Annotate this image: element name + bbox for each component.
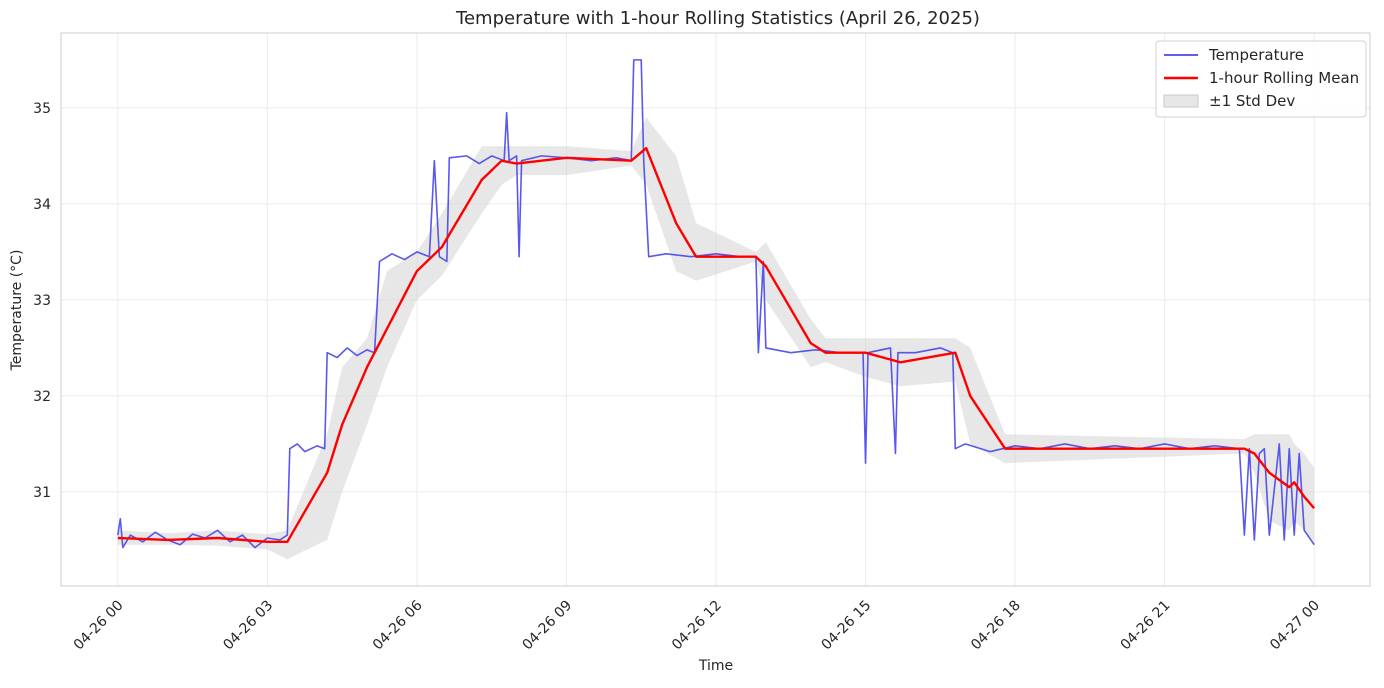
legend-label: 1-hour Rolling Mean — [1209, 69, 1359, 87]
plot-frame — [60, 32, 1371, 587]
legend: Temperature 1-hour Rolling Mean ±1 Std Dev — [1155, 40, 1367, 118]
y-tick-label: 33 — [33, 293, 51, 309]
x-axis-label: Time — [698, 658, 733, 674]
series-line — [117, 147, 1316, 544]
y-tick-label: 31 — [33, 485, 51, 501]
legend-box — [1155, 40, 1367, 118]
y-axis-label: Temperature (°C) — [9, 250, 25, 372]
legend-label: Temperature — [1208, 46, 1304, 64]
legend-swatch — [1163, 94, 1199, 108]
y-tick-label: 34 — [33, 197, 51, 213]
legend-label: ±1 Std Dev — [1209, 92, 1295, 110]
y-tick-label: 32 — [33, 389, 51, 405]
chart-title: Temperature with 1-hour Rolling Statisti… — [455, 8, 980, 29]
y-tick-label: 35 — [33, 101, 51, 117]
